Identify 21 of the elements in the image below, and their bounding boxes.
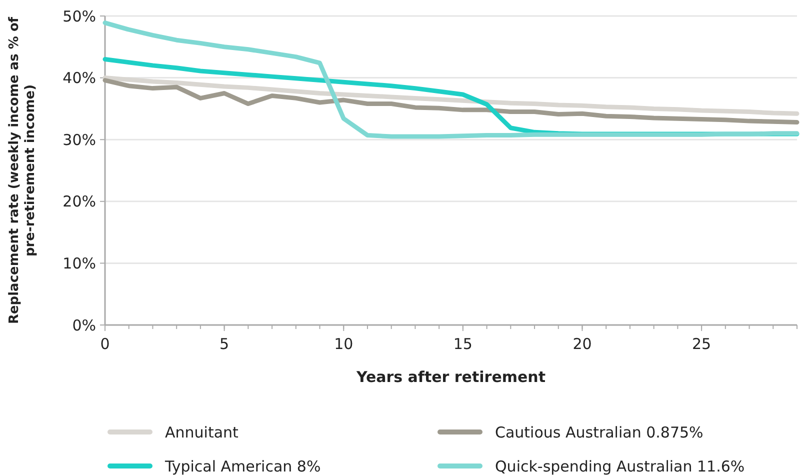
x-tick-label: 20 (572, 335, 592, 353)
y-tick-label: 30% (62, 130, 96, 149)
legend-label: Typical American 8% (164, 457, 321, 475)
x-tick-label: 0 (100, 335, 110, 353)
x-tick-label: 25 (692, 335, 712, 353)
x-tick-label: 5 (220, 335, 230, 353)
y-tick-label: 40% (62, 69, 96, 88)
legend-label: Quick-spending Australian 11.6% (495, 457, 745, 475)
x-tick-label: 10 (334, 335, 354, 353)
line-series (102, 76, 800, 116)
y-tick-label: 50% (62, 7, 96, 26)
x-axis-title: Years after retirement (355, 368, 546, 386)
legend-label: Cautious Australian 0.875% (495, 423, 704, 442)
y-axis-title: Replacement rate (weekly income as % of pre-retirement income) (7, 16, 38, 324)
x-tick-label: 15 (453, 335, 472, 353)
legend-label: Annuitant (165, 423, 239, 442)
y-tick-label: 0% (72, 316, 96, 334)
y-tick-label: 20% (62, 192, 96, 211)
y-tick-label: 10% (62, 254, 96, 272)
line-series (102, 78, 800, 125)
line-series (102, 20, 800, 139)
